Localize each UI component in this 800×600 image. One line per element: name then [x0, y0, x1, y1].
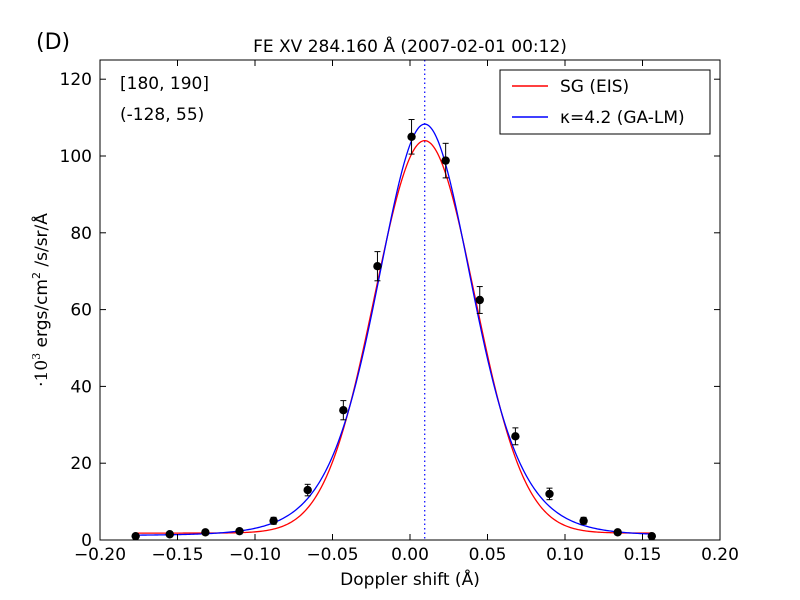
data-point	[579, 516, 588, 525]
data-marker	[647, 531, 656, 541]
data-point	[235, 526, 244, 536]
data-point	[613, 528, 622, 537]
chart-marks	[131, 60, 656, 541]
data-marker	[303, 485, 312, 495]
data-marker	[165, 530, 174, 539]
data-marker	[269, 516, 278, 525]
legend: SG (EIS) κ=4.2 (GA-LM)	[499, 69, 711, 135]
panel-label: (D)	[36, 30, 70, 55]
data-point	[407, 119, 416, 155]
legend-box	[499, 69, 711, 135]
y-axis: 0 20 40 60 80 100 120	[60, 70, 720, 551]
legend-label-sg: SG (EIS)	[560, 77, 629, 97]
data-marker	[441, 156, 450, 165]
x-axis-label: Doppler shift (Å)	[340, 568, 480, 590]
data-point	[647, 531, 656, 541]
data-marker	[373, 262, 382, 271]
data-point	[545, 487, 554, 501]
x-axis: −0.20 −0.15 −0.10 −0.05 0.00 0.05 0.10 0.15 0.20	[74, 60, 739, 565]
y-axis-label-exponent: 3	[30, 353, 43, 360]
x-tick-label: 0.05	[469, 545, 507, 565]
data-marker	[131, 531, 140, 541]
y-tick-label: 20	[70, 454, 92, 474]
data-marker	[579, 516, 588, 525]
data-point	[475, 286, 484, 314]
data-marker	[613, 528, 622, 537]
data-point	[511, 427, 520, 446]
x-tick-label: −0.15	[151, 545, 203, 565]
y-tick-label: 100	[60, 147, 92, 167]
legend-label-kappa: κ=4.2 (GA-LM)	[560, 108, 685, 128]
x-tick-label: −0.05	[306, 545, 358, 565]
y-axis-label-units: ergs/cm	[32, 279, 52, 353]
data-marker	[235, 526, 244, 536]
data-marker	[407, 132, 416, 141]
chart-title: FE XV 284.160 Å (2007-02-01 00:12)	[253, 35, 567, 57]
data-point	[441, 142, 450, 179]
x-tick-label: 0.00	[391, 545, 429, 565]
y-axis-label-prefix: ·10	[32, 360, 52, 387]
data-marker	[511, 432, 520, 441]
y-axis-label-exponent-2: 2	[30, 272, 43, 279]
annotation-position: (-128, 55)	[120, 105, 204, 125]
x-tick-label: −0.20	[74, 545, 126, 565]
data-point	[339, 400, 348, 421]
series-line-kappa	[135, 123, 652, 536]
annotation-pixel-range: [180, 190]	[120, 74, 209, 94]
y-tick-label: 60	[70, 301, 92, 321]
plot-area	[99, 59, 721, 541]
y-tick-label: 0	[81, 531, 92, 551]
data-point	[201, 528, 210, 537]
x-tick-label: 0.10	[546, 545, 584, 565]
x-tick-label: 0.20	[701, 545, 739, 565]
data-point	[269, 516, 278, 525]
y-tick-label: 80	[70, 224, 92, 244]
y-tick-label: 120	[60, 70, 92, 90]
y-tick-label: 40	[70, 377, 92, 397]
y-axis-label-suffix: /s/sr/Å	[30, 213, 52, 272]
data-point	[373, 251, 382, 282]
data-point	[165, 530, 174, 539]
data-marker	[339, 406, 348, 415]
data-point	[303, 483, 312, 497]
data-marker	[201, 528, 210, 537]
data-marker	[475, 295, 484, 305]
y-axis-label: ·103 ergs/cm2 /s/sr/Å	[30, 213, 52, 387]
x-tick-label: 0.15	[624, 545, 662, 565]
x-tick-label: −0.10	[229, 545, 281, 565]
data-marker	[545, 489, 554, 499]
data-point	[131, 531, 140, 541]
